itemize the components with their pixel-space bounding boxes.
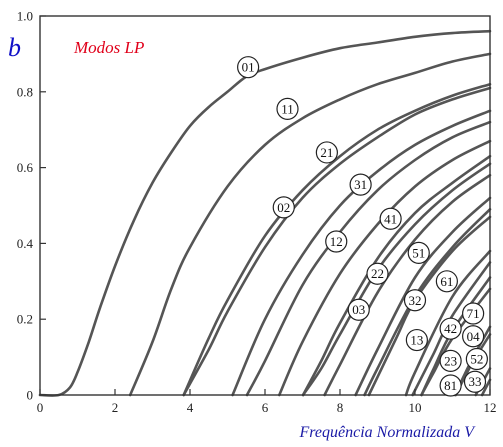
mode-label-circle xyxy=(462,302,485,325)
mode-label-02: 02 xyxy=(277,200,290,215)
mode-label-circle xyxy=(439,349,462,372)
mode-curve-41 xyxy=(278,139,492,397)
x-tick-label: 10 xyxy=(409,400,422,415)
mode-label-32: 32 xyxy=(409,293,422,308)
mode-curve-11 xyxy=(128,52,492,397)
mode-label-41: 41 xyxy=(384,211,397,226)
y-tick-label: 0.8 xyxy=(17,84,33,99)
y-tick-label: 0.2 xyxy=(17,312,33,327)
y-axis-title: b xyxy=(8,33,21,62)
mode-label-circle xyxy=(403,289,427,312)
mode-curve-22 xyxy=(301,154,492,397)
mode-label-circle xyxy=(407,241,430,264)
mode-curve-32 xyxy=(354,196,492,397)
mode-curve-12 xyxy=(245,120,492,397)
y-tick-label: 0.6 xyxy=(17,160,34,175)
mode-label-81: 81 xyxy=(444,378,457,393)
mode-label-03: 03 xyxy=(352,302,365,317)
mode-label-circle xyxy=(237,56,260,79)
mode-label-23: 23 xyxy=(444,353,457,368)
mode-curve-31 xyxy=(231,109,492,397)
mode-label-circle xyxy=(439,374,462,397)
mode-label-circle xyxy=(465,347,488,371)
mode-label-circle xyxy=(435,270,458,293)
mode-label-circle xyxy=(379,207,402,230)
chart-title: Modos LP xyxy=(73,38,144,57)
mode-curve-02 xyxy=(182,86,492,397)
mode-label-51: 51 xyxy=(412,245,425,260)
mode-label-11: 11 xyxy=(281,101,294,116)
mode-label-circle xyxy=(315,141,338,164)
mode-label-01: 01 xyxy=(242,60,255,75)
mode-label-61: 61 xyxy=(440,274,453,289)
mode-curve-21 xyxy=(182,82,492,397)
mode-label-circle xyxy=(439,317,462,340)
mode-label-12: 12 xyxy=(330,234,343,249)
mode-label-circle xyxy=(272,196,295,219)
mode-label-circle xyxy=(366,262,389,285)
mode-label-13: 13 xyxy=(410,333,423,348)
mode-label-circle xyxy=(349,173,372,196)
x-tick-label: 0 xyxy=(37,400,44,415)
mode-curve-42 xyxy=(404,249,492,397)
mode-labels: 01 11 21 02 31 12 41 22 51 03 32 61 13 42 71 04 23 52 81 33 xyxy=(237,56,488,397)
mode-label-circle xyxy=(325,230,348,253)
mode-label-22: 22 xyxy=(371,266,384,281)
mode-label-04: 04 xyxy=(467,329,481,344)
mode-label-21: 21 xyxy=(320,145,333,160)
mode-label-52: 52 xyxy=(470,351,483,366)
x-tick-label: 8 xyxy=(337,400,344,415)
y-tick-label: 0 xyxy=(27,388,34,403)
y-tick-label: 1.0 xyxy=(17,9,33,24)
mode-label-31: 31 xyxy=(354,177,367,192)
x-tick-label: 6 xyxy=(262,400,269,415)
mode-label-33: 33 xyxy=(469,374,482,389)
mode-label-circle xyxy=(462,325,485,348)
mode-label-71: 71 xyxy=(467,306,480,321)
mode-curve-01 xyxy=(38,29,492,397)
mode-label-circle xyxy=(347,298,370,321)
mode-curve-51 xyxy=(323,173,492,397)
mode-label-circle xyxy=(463,370,487,393)
mode-label-42: 42 xyxy=(444,321,457,336)
x-tick-label: 12 xyxy=(484,400,497,415)
mode-label-circle xyxy=(276,97,299,120)
mode-label-circle xyxy=(405,328,428,352)
x-axis-title: Frequência Normalizada V xyxy=(299,424,477,441)
x-tick-label: 4 xyxy=(187,400,194,415)
x-tick-label: 2 xyxy=(112,400,119,415)
y-tick-label: 0.4 xyxy=(17,236,34,251)
